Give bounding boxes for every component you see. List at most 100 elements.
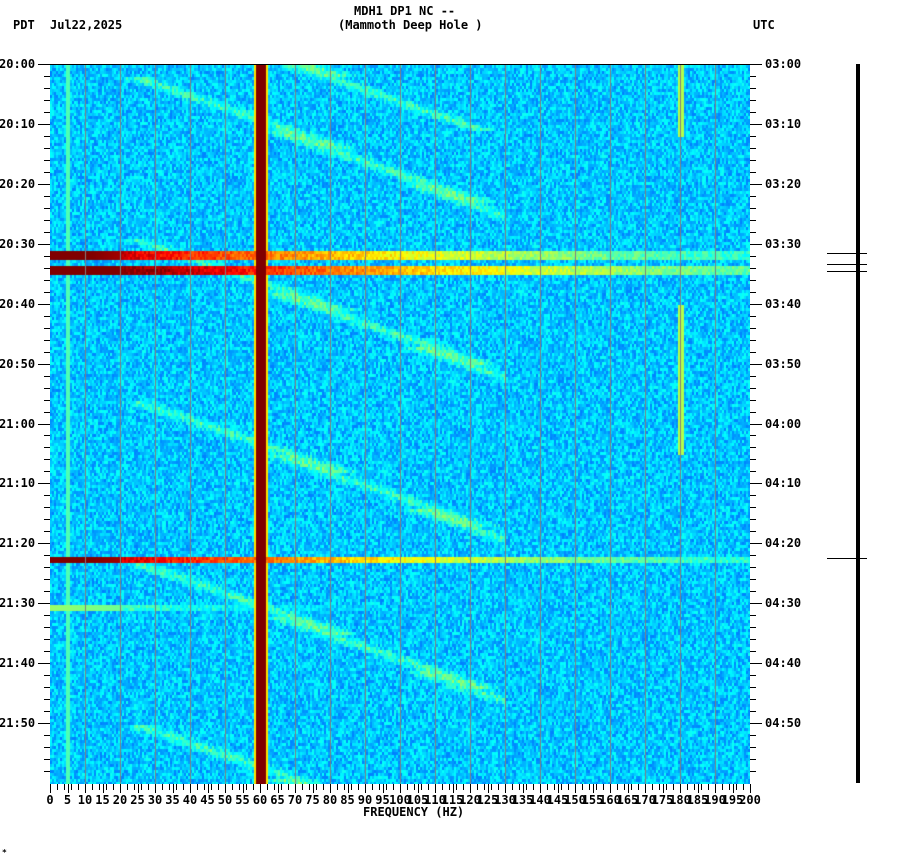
y-tick-left [44,627,50,629]
x-tick [736,784,737,790]
x-tick [694,784,695,790]
y-label-utc: 03:10 [765,116,802,131]
x-tick [596,784,597,790]
x-tick [750,784,751,793]
x-tick [659,784,660,790]
y-label-utc: 04:10 [765,476,802,491]
y-tick-left [38,543,50,545]
y-tick-right [750,567,756,569]
x-tick [442,784,443,790]
y-tick-right [750,759,756,761]
x-tick [337,784,338,790]
x-tick [85,784,86,793]
x-tick [68,784,69,793]
x-label: 190 [704,793,726,807]
y-tick-right [750,483,762,485]
y-tick-right [750,315,756,317]
y-tick-left [44,207,50,209]
y-tick-left [38,363,50,365]
x-label: 40 [182,793,198,807]
x-tick [253,784,254,790]
x-label: 160 [599,793,621,807]
x-tick [211,784,212,790]
y-tick-right [750,183,762,185]
x-tick [323,784,324,790]
y-tick-left [44,315,50,317]
y-tick-right [750,147,756,149]
x-tick [663,784,664,793]
y-tick-left [44,111,50,113]
x-tick [575,784,576,793]
y-tick-right [750,339,756,341]
y-tick-right [750,231,756,233]
x-tick [243,784,244,793]
x-tick [393,784,394,790]
y-tick-left [38,64,50,65]
y-tick-right [750,255,756,257]
x-tick [701,784,702,790]
y-tick-right [750,279,756,281]
x-label: 80 [322,793,338,807]
x-tick [722,784,723,790]
y-label-pdt: 21:10 [0,476,36,491]
x-tick [92,784,93,790]
x-tick [505,784,506,793]
x-label: 170 [634,793,656,807]
x-tick [624,784,625,790]
y-label-pdt: 20:40 [0,296,36,311]
y-tick-left [44,219,50,221]
y-tick-right [750,687,756,689]
y-tick-right [750,123,762,125]
y-label-utc: 04:00 [765,416,802,431]
x-tick [488,784,489,793]
y-tick-left [44,567,50,569]
x-label: 180 [669,793,691,807]
x-label: 200 [739,793,761,807]
left-timezone: PDT [13,18,35,32]
y-tick-left [38,123,50,125]
event-trace-bar [856,64,860,783]
x-tick [383,784,384,793]
x-tick [281,784,282,790]
y-tick-left [44,687,50,689]
y-label-utc: 04:20 [765,536,802,551]
x-tick [456,784,457,790]
y-tick-right [750,435,756,437]
x-label: 60 [252,793,268,807]
y-tick-right [750,327,756,329]
x-tick [169,784,170,790]
y-tick-left [38,723,50,725]
y-label-pdt: 20:30 [0,236,36,251]
y-label-utc: 03:00 [765,57,802,71]
x-tick [246,784,247,790]
x-tick [316,784,317,790]
y-tick-left [44,399,50,401]
x-tick [260,784,261,793]
x-label: 145 [546,793,569,807]
x-label: 155 [581,793,604,807]
y-label-utc: 03:30 [765,236,802,251]
x-tick [138,784,139,793]
x-tick [708,784,709,790]
y-label-utc: 03:50 [765,356,802,371]
x-tick [729,784,730,790]
y-tick-right [750,747,756,749]
y-tick-left [44,195,50,197]
x-tick [57,784,58,790]
x-tick [453,784,454,793]
x-label: 90 [357,793,373,807]
y-tick-right [750,399,756,401]
y-tick-right [750,423,762,425]
x-tick [127,784,128,790]
y-tick-left [44,231,50,233]
y-tick-left [44,747,50,749]
x-label: 50 [217,793,233,807]
y-label-pdt: 20:00 [0,57,36,71]
x-tick [414,784,415,790]
x-tick [610,784,611,793]
y-tick-right [750,195,756,197]
x-tick [593,784,594,793]
y-tick-left [44,519,50,521]
date-label: Jul22,2025 [50,18,123,32]
y-tick-right [750,771,756,773]
